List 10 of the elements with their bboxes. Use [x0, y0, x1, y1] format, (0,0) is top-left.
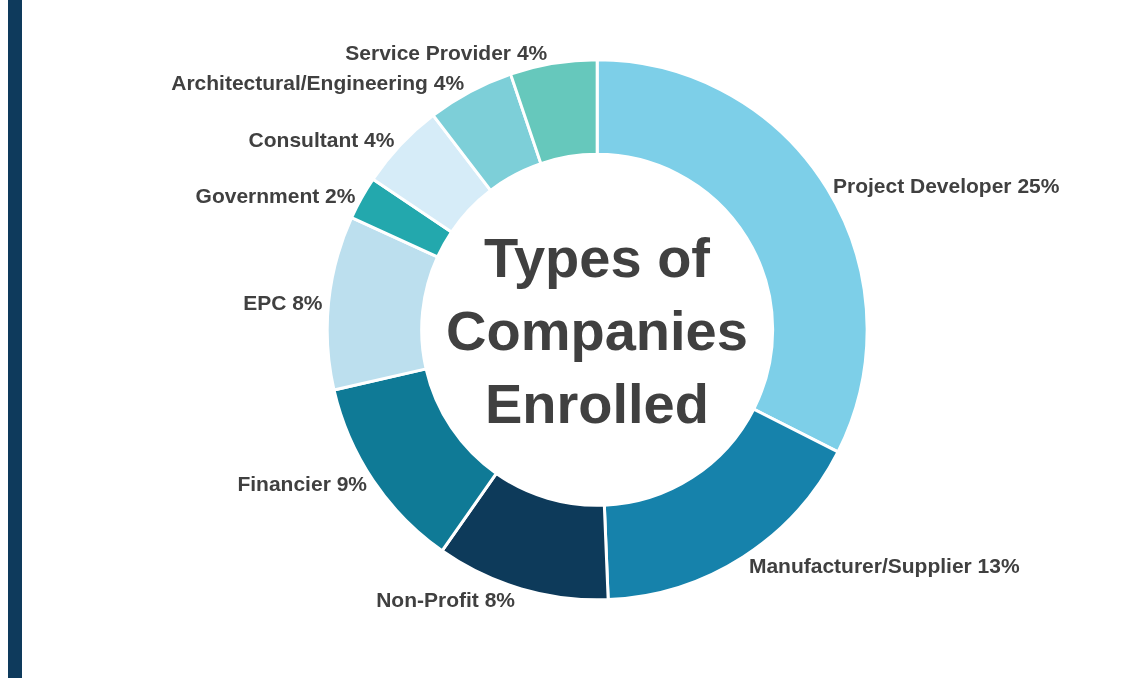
slice-label: Financier 9% — [237, 472, 368, 496]
text: Types of Companies Enrolled — [446, 226, 748, 435]
slice-label: Non-Profit 8% — [376, 587, 516, 611]
slice-label: Architectural/Engineering 4% — [171, 71, 465, 95]
slice-label: Manufacturer/Supplier 13% — [748, 553, 1020, 577]
slice-label: Project Developer 25% — [832, 173, 1060, 197]
slice-label: Government 2% — [195, 183, 356, 207]
slice-label: Consultant 4% — [248, 127, 395, 151]
slice-label: EPC 8% — [243, 290, 323, 314]
slice-label: Service Provider 4% — [345, 40, 548, 64]
